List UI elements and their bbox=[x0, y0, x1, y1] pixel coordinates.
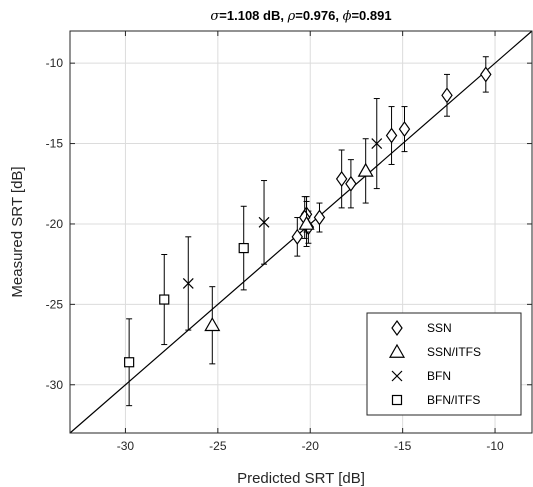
title-part: =0.976, bbox=[295, 8, 342, 23]
data-point bbox=[371, 138, 383, 149]
series-ssn-itfs bbox=[204, 138, 374, 365]
data-point bbox=[357, 162, 374, 177]
y-axis-title: Measured SRT [dB] bbox=[9, 166, 26, 297]
x-tick-label: -10 bbox=[486, 439, 504, 453]
legend-item: BFN/ITFS bbox=[391, 393, 480, 407]
legend-label: SSN bbox=[427, 321, 452, 335]
legend-marker bbox=[391, 394, 403, 406]
data-point bbox=[385, 127, 398, 144]
legend-item: SSN/ITFS bbox=[388, 343, 481, 359]
chart-title: σ=1.108 dB, ρ=0.976, ϕ=0.891 bbox=[210, 8, 391, 24]
data-point bbox=[182, 278, 194, 289]
legend-marker bbox=[391, 370, 403, 382]
legend-label: BFN/ITFS bbox=[427, 393, 480, 407]
legend-item: BFN bbox=[391, 369, 451, 383]
data-point bbox=[335, 170, 348, 187]
x-tick-label: -15 bbox=[394, 439, 412, 453]
title-part: ϕ bbox=[343, 9, 352, 24]
data-point bbox=[298, 215, 315, 230]
x-tick-label: -20 bbox=[302, 439, 320, 453]
series-bfn-itfs bbox=[124, 205, 249, 407]
data-point bbox=[313, 209, 326, 226]
identity-line-layer bbox=[69, 30, 533, 434]
data-point bbox=[124, 357, 135, 368]
series-bfn bbox=[182, 98, 383, 331]
data-point bbox=[238, 242, 249, 254]
title-part: =1.108 dB, bbox=[219, 8, 287, 23]
x-tick-label: -30 bbox=[117, 439, 135, 453]
x-axis-title: Predicted SRT [dB] bbox=[237, 470, 365, 487]
series-ssn bbox=[291, 56, 492, 257]
legend-marker bbox=[388, 343, 406, 358]
y-tick-label: -15 bbox=[46, 137, 64, 151]
y-tick-label: -25 bbox=[46, 297, 64, 311]
data-point bbox=[159, 294, 170, 305]
identity-line bbox=[69, 30, 533, 434]
y-tick-label: -10 bbox=[46, 56, 64, 70]
title-part: ρ bbox=[287, 9, 296, 24]
data-point bbox=[398, 121, 411, 138]
x-tick-label: -25 bbox=[209, 439, 227, 453]
data-point bbox=[291, 228, 304, 245]
data-point bbox=[258, 216, 270, 228]
series-layer bbox=[124, 56, 492, 407]
legend-item: SSN bbox=[391, 319, 452, 337]
data-point bbox=[204, 317, 221, 332]
legend-marker bbox=[391, 319, 403, 337]
data-point bbox=[345, 175, 357, 192]
data-point bbox=[480, 66, 492, 83]
y-tick-label: -20 bbox=[46, 217, 64, 231]
ticks: -30 -25 -20 -15 -10 -30 -25 -20 -15 -10 bbox=[46, 31, 532, 453]
data-point bbox=[441, 87, 453, 104]
y-tick-label: -30 bbox=[46, 378, 64, 392]
legend-label: SSN/ITFS bbox=[427, 345, 481, 359]
plot-frame bbox=[69, 30, 533, 434]
legend: SSN SSN/ITFS BFN BFN/ITFS bbox=[366, 312, 522, 416]
title-part: σ bbox=[210, 9, 220, 24]
legend-label: BFN bbox=[427, 369, 451, 383]
title-part: =0.891 bbox=[351, 8, 391, 23]
